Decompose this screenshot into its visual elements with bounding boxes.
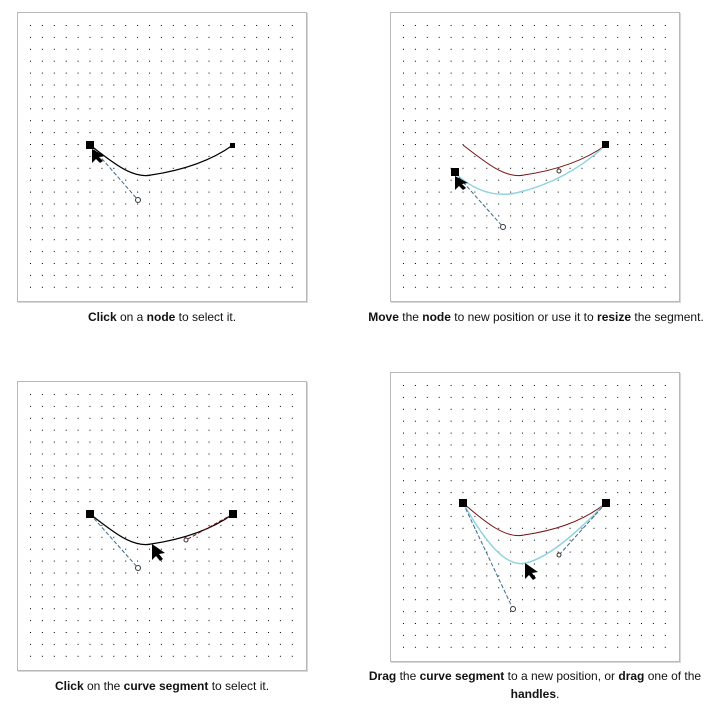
canvas-select-segment[interactable] [18,382,306,670]
caption-run: node [146,310,176,324]
caption-run: one of the [644,669,702,683]
caption-run: Move [368,310,399,324]
grid-dots [30,394,293,657]
caption-run: to new position or use it to [450,310,598,324]
node-square-icon[interactable] [602,499,610,507]
control-handle-icon[interactable] [135,565,141,571]
handle-line [89,513,139,569]
caption-run: curve segment [419,669,505,683]
canvas-select-node[interactable] [18,13,306,301]
control-handle-icon[interactable] [500,224,506,230]
dot-grid [391,373,679,661]
mouse-pointer-icon [152,544,165,561]
panel-select-segment [17,381,307,671]
caption-run: . [556,687,560,701]
caption-select-node: Click on a node to select it. [17,308,307,326]
dot-grid [18,13,306,301]
caption-run: handles [510,687,556,701]
node-square-icon[interactable] [459,499,467,507]
node-square-icon[interactable] [86,141,94,149]
canvas-move-node[interactable] [391,13,679,301]
caption-run: Click [54,679,84,693]
preview-curve [454,144,607,195]
node-square-icon[interactable] [602,141,609,148]
bezier-curve[interactable] [89,144,234,177]
caption-run: drag [618,669,645,683]
control-handle-icon[interactable] [183,537,189,543]
node-square-icon[interactable] [451,168,459,176]
caption-run: curve segment [123,679,209,693]
node-square-icon[interactable] [230,143,235,148]
control-handle-icon[interactable] [135,197,141,203]
caption-run: the [396,669,420,683]
caption-run: node [422,310,451,324]
control-handle-icon[interactable] [510,606,516,612]
ghost-curve [462,502,607,537]
panel-move-node [390,12,680,302]
caption-run: the [398,310,423,324]
bezier-curve[interactable] [89,513,234,546]
dot-grid [18,382,306,670]
handle-line [462,502,514,610]
caption-run: Click [87,310,117,324]
grid-dots [403,385,666,648]
caption-run: Drag [368,669,397,683]
caption-run: to select it. [175,310,237,324]
caption-run: on a [116,310,147,324]
dot-grid [391,13,679,301]
preview-curve [462,502,607,565]
node-square-icon[interactable] [229,510,237,518]
handle-line [185,513,234,541]
control-handle-icon[interactable] [556,168,562,174]
caption-move-node: Move the node to new position or use it … [360,308,712,326]
caption-run: resize [597,310,632,324]
control-handle-icon[interactable] [556,552,562,558]
panel-drag-segment [390,372,680,662]
caption-run: to a new position, or [504,669,619,683]
caption-run: the segment. [631,310,704,324]
mouse-pointer-icon [92,149,105,163]
mouse-pointer-icon [455,176,468,190]
canvas-drag-segment[interactable] [391,373,679,661]
node-square-icon[interactable] [86,510,94,518]
ghost-curve [462,144,607,177]
caption-run: on the [83,679,124,693]
mouse-pointer-icon [525,563,538,580]
caption-drag-segment: Drag the curve segment to a new position… [362,667,708,703]
caption-select-segment: Click on the curve segment to select it. [17,677,307,695]
grid-dots [403,25,666,288]
grid-dots [30,25,293,288]
panel-select-node [17,12,307,302]
caption-run: to select it. [208,679,270,693]
